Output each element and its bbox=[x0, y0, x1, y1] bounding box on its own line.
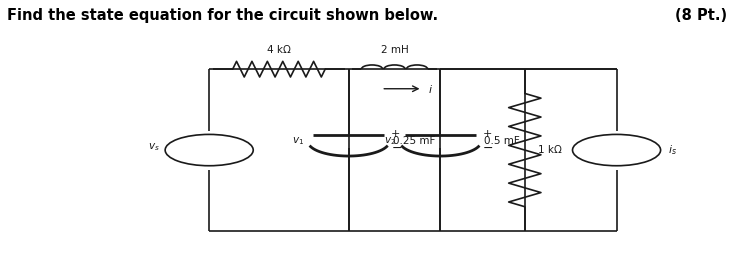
Text: −: − bbox=[391, 142, 401, 155]
Circle shape bbox=[165, 134, 253, 166]
Text: −: − bbox=[483, 142, 493, 155]
Text: 4 kΩ: 4 kΩ bbox=[267, 45, 291, 55]
Text: 0.5 mF: 0.5 mF bbox=[484, 136, 520, 146]
Text: $i_s$: $i_s$ bbox=[668, 143, 677, 157]
Text: (8 Pt.): (8 Pt.) bbox=[675, 8, 727, 23]
Text: +: + bbox=[483, 129, 493, 139]
Text: $v_s$: $v_s$ bbox=[148, 141, 159, 153]
Text: 2 mH: 2 mH bbox=[381, 45, 408, 55]
Text: $v_2$: $v_2$ bbox=[385, 135, 396, 147]
Text: $v_1$: $v_1$ bbox=[292, 135, 305, 147]
Text: −: − bbox=[204, 149, 214, 162]
Text: +: + bbox=[391, 129, 401, 139]
Text: $i$: $i$ bbox=[427, 83, 432, 95]
Circle shape bbox=[573, 134, 661, 166]
Text: Find the state equation for the circuit shown below.: Find the state equation for the circuit … bbox=[7, 8, 438, 23]
Text: +: + bbox=[205, 140, 214, 150]
Text: 0.25 mF: 0.25 mF bbox=[393, 136, 435, 146]
Text: 1 kΩ: 1 kΩ bbox=[538, 145, 562, 155]
